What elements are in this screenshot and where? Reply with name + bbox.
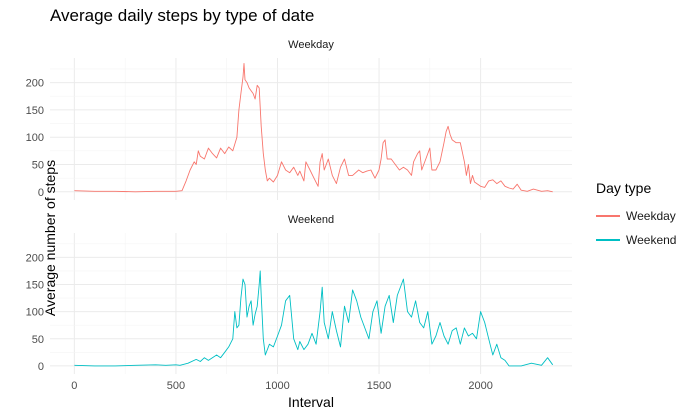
x-tick-label: 500 [167, 380, 185, 392]
x-tick-label: 1000 [265, 380, 289, 392]
y-tick-label: 150 [26, 280, 44, 292]
y-tick-label: 200 [26, 252, 44, 264]
y-tick-label: 0 [38, 361, 44, 373]
legend-key-weekend [596, 239, 620, 241]
legend-label-weekend: Weekend [626, 233, 677, 247]
panel-strip-label: Weekend [288, 214, 334, 226]
y-axis-title: Average number of steps [42, 159, 58, 317]
y-tick-label: 50 [32, 160, 44, 172]
y-tick-label: 100 [26, 307, 44, 319]
x-axis-title: Interval [288, 394, 334, 410]
x-tick-label: 1500 [367, 380, 391, 392]
legend-item-weekend: Weekend [596, 228, 676, 252]
legend-title: Day type [596, 180, 652, 196]
series-line-weekday [74, 63, 553, 193]
y-tick-label: 200 [26, 78, 44, 90]
legend-label-weekday: Weekday [626, 209, 676, 223]
series-line-weekend [74, 270, 554, 367]
x-tick-label: 2000 [468, 380, 492, 392]
chart-title: Average daily steps by type of date [50, 6, 315, 25]
legend-key-weekday [596, 215, 620, 217]
y-tick-label: 50 [32, 334, 44, 346]
legend-item-weekday: Weekday [596, 204, 676, 228]
y-tick-label: 150 [26, 105, 44, 117]
panel-strip-label: Weekday [288, 39, 334, 51]
x-tick-label: 0 [71, 380, 77, 392]
legend: Day type Weekday Weekend [596, 180, 676, 252]
y-tick-label: 100 [26, 132, 44, 144]
y-tick-label: 0 [38, 187, 44, 199]
